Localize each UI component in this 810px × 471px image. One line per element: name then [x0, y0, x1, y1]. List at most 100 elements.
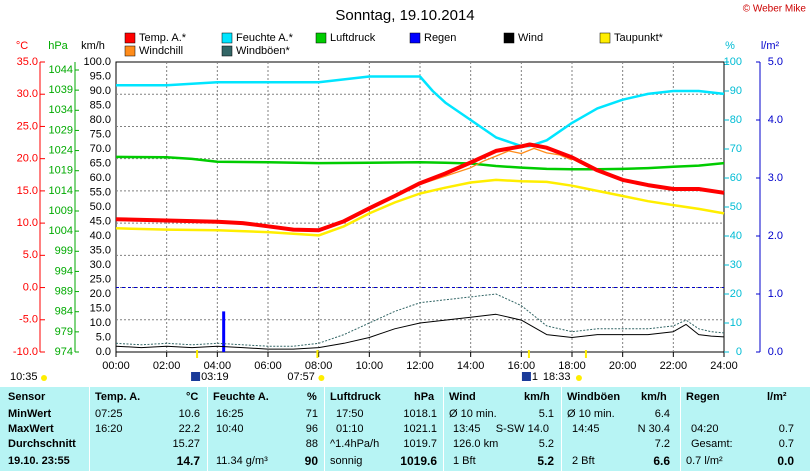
- stats-gust-bft: 2 Bft: [572, 455, 595, 467]
- wind-axis-label: 65.0: [90, 157, 111, 169]
- humidity-axis-label: 100: [724, 56, 742, 68]
- series-line-temp-a: [115, 142, 725, 233]
- x-tick-label: 10:00: [356, 360, 384, 372]
- rain-axis-label: 2.0: [768, 230, 783, 242]
- humidity-axis-label: 60: [730, 172, 742, 184]
- stats-wind-value: 5.2: [538, 438, 554, 450]
- stats-press-time: ^1.4hPa/h: [330, 438, 380, 450]
- pressure-axis-label: 1029: [49, 124, 73, 136]
- wind-axis-label: 20.0: [90, 288, 111, 300]
- stats-wind-desc: 13:45 S-SW 14.0: [453, 423, 549, 435]
- temp-axis-unit: °C: [16, 40, 28, 52]
- stats-hum-value: 71: [305, 408, 318, 420]
- sunrise-time: 03:19: [201, 371, 229, 383]
- sun-icon: [318, 375, 325, 381]
- sunset-time: 18:33: [543, 371, 571, 383]
- pressure-axis-label: 1034: [49, 104, 73, 116]
- stats-divider: [324, 387, 325, 471]
- statistics-table: Sensor Temp. A. °C Feuchte A. % Luftdruc…: [0, 387, 810, 471]
- stats-gust-desc: Ø 10 min.: [567, 408, 615, 420]
- series-line-wind: [115, 313, 725, 350]
- sun-mark-left-time: 10:35: [10, 371, 38, 383]
- legend-swatch: [124, 32, 136, 44]
- stats-header-wind: Wind: [449, 391, 476, 403]
- sun-icon: [41, 375, 47, 381]
- stats-press-value: 1019.7: [403, 438, 437, 450]
- rain-axis-label: 0.0: [768, 346, 783, 358]
- pressure-axis-label: 1019: [49, 165, 73, 177]
- moon-icon: [521, 372, 531, 381]
- x-tick-label: 24:00: [710, 360, 738, 372]
- stats-rain-desc: Gesamt:: [691, 438, 733, 450]
- stats-header-temp-unit: °C: [186, 391, 199, 403]
- humidity-axis-label: 0: [736, 346, 742, 358]
- stats-rain-value: 0.7: [778, 438, 794, 450]
- wind-axis-label: 45.0: [90, 215, 111, 227]
- stats-divider: [443, 387, 444, 471]
- wind-axis-label: 35.0: [90, 244, 111, 256]
- stats-row-label: MinWert: [8, 408, 52, 420]
- sunrise-icon: [191, 372, 201, 381]
- x-tick-label: 16:00: [508, 360, 536, 372]
- stats-wind-value: 5.1: [538, 408, 554, 420]
- legend-swatch: [221, 45, 233, 57]
- legend-label: Temp. A.*: [139, 32, 187, 44]
- legend-swatch: [221, 32, 233, 44]
- series-line-taupunkt: [115, 178, 725, 237]
- humidity-axis-label: 90: [730, 85, 742, 97]
- stats-header-rain: Regen: [686, 391, 720, 403]
- humidity-axis-label: 50: [730, 201, 742, 213]
- rain-axis-label: 1.0: [768, 288, 783, 300]
- stats-temp-value: 15.27: [172, 438, 200, 450]
- wind-axis-label: 0.0: [96, 346, 111, 358]
- stats-row-label: MaxWert: [8, 423, 54, 435]
- temp-axis-label: 30.0: [17, 88, 38, 100]
- stats-divider: [207, 387, 208, 471]
- stats-hum-time: 16:25: [216, 408, 244, 420]
- legend-swatch: [503, 32, 515, 44]
- stats-wind-current: 5.2: [537, 454, 554, 468]
- rain-axis-unit: l/m²: [761, 40, 780, 52]
- temp-axis-label: -10.0: [13, 346, 38, 358]
- temp-axis-label: 20.0: [17, 153, 38, 165]
- legend-label: Windchill: [139, 45, 183, 57]
- stats-hum-time: 10:40: [216, 423, 244, 435]
- stats-gust-desc: 14:45: [572, 423, 600, 435]
- chart-title: Sonntag, 19.10.2014: [335, 7, 474, 24]
- x-tick-label: 06:00: [254, 360, 282, 372]
- stats-row-label: 19.10. 23:55: [8, 455, 70, 467]
- stats-gust-value: N 30.4: [637, 423, 670, 435]
- temp-axis-label: 0.0: [23, 281, 38, 293]
- stats-temp-value: 22.2: [178, 423, 200, 435]
- legend-swatch: [124, 45, 136, 57]
- humidity-axis-label: 30: [730, 259, 742, 271]
- legend-label: Windböen*: [236, 45, 291, 57]
- temp-axis-label: 15.0: [17, 185, 38, 197]
- morning-time: 07:57: [287, 371, 315, 383]
- legend-swatch: [409, 32, 421, 44]
- x-tick-label: 14:00: [457, 360, 485, 372]
- humidity-axis-label: 40: [730, 230, 742, 242]
- stats-press-time: 17:50: [336, 408, 364, 420]
- pressure-axis-label: 974: [55, 346, 73, 358]
- wind-axis-label: 5.0: [96, 331, 111, 343]
- stats-press-value: 1018.1: [403, 408, 437, 420]
- legend-swatch: [315, 32, 327, 44]
- stats-header-wind-unit: km/h: [524, 391, 550, 403]
- pressure-axis-label: 989: [55, 285, 73, 297]
- rain-axis-label: 3.0: [768, 172, 783, 184]
- series-line-windb-en: [115, 293, 725, 347]
- stats-wind-bft: 1 Bft: [453, 455, 476, 467]
- stats-rain-desc: 04:20: [691, 423, 719, 435]
- series-line-luftdruck: [115, 155, 725, 171]
- pressure-axis-label: 999: [55, 245, 73, 257]
- wind-axis-label: 70.0: [90, 143, 111, 155]
- pressure-axis-unit: hPa: [48, 40, 68, 52]
- wind-axis-label: 80.0: [90, 114, 111, 126]
- wind-axis-unit: km/h: [81, 40, 105, 52]
- legend-swatch: [599, 32, 611, 44]
- stats-temp-value: 10.6: [178, 408, 200, 420]
- stats-rain-current: 0.0: [777, 454, 794, 468]
- stats-temp-time: 07:25: [95, 408, 123, 420]
- pressure-axis-label: 1004: [49, 225, 73, 237]
